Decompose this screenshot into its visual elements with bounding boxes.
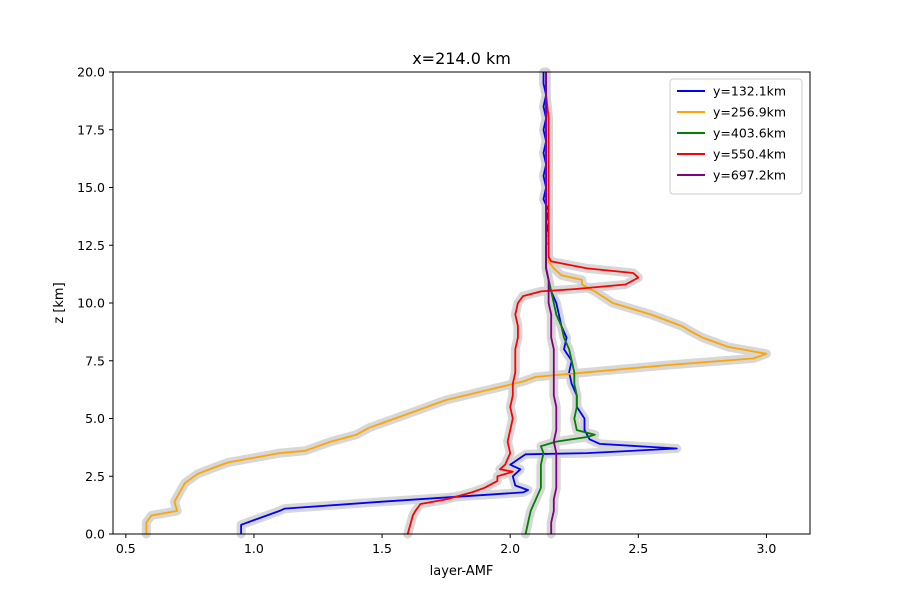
y-tick-label-9: 20.0 bbox=[77, 65, 105, 80]
series-line-5 bbox=[545, 72, 558, 534]
y-tick-label-7: 15.0 bbox=[77, 180, 105, 195]
plot-area bbox=[141, 67, 771, 539]
y-axis-label: z [km] bbox=[52, 282, 67, 323]
x-tick-label-1: 0.5 bbox=[116, 541, 136, 556]
chart-title: x=214.0 km bbox=[412, 49, 511, 68]
y-tick-label-3: 5.0 bbox=[85, 411, 105, 426]
legend-label-2: y=256.9km bbox=[713, 105, 786, 120]
y-tick-label-8: 17.5 bbox=[77, 122, 105, 137]
y-tick-label-1: 0.0 bbox=[85, 527, 105, 542]
x-tick-label-6: 3.0 bbox=[756, 541, 776, 556]
series-line-4 bbox=[406, 72, 640, 535]
y-tick-label-4: 7.5 bbox=[85, 353, 105, 368]
axes: 0.5 1.0 1.5 2.0 2.5 3.0 0.0 2.5 5.0 7.5 10.0 12.5 15… bbox=[77, 65, 811, 556]
x-tick-label-4: 2.0 bbox=[500, 541, 520, 556]
legend-label-1: y=132.1km bbox=[713, 84, 786, 99]
x-tick-label-2: 1.0 bbox=[244, 541, 264, 556]
legend-label-3: y=403.6km bbox=[713, 126, 786, 141]
y-tick-label-6: 12.5 bbox=[77, 238, 105, 253]
legend-label-5: y=697.2km bbox=[713, 168, 786, 183]
y-tick-label-5: 10.0 bbox=[77, 296, 105, 311]
legend-box bbox=[669, 78, 803, 195]
legend-label-4: y=550.4km bbox=[713, 147, 786, 162]
legend: y=132.1km y=256.9km y=403.6km y=550.4km y=69… bbox=[669, 78, 803, 195]
x-axis-label: layer-AMF bbox=[430, 564, 494, 579]
y-tick-label-2: 2.5 bbox=[85, 469, 105, 484]
x-tick-label-5: 2.5 bbox=[628, 541, 648, 556]
x-tick-label-3: 1.5 bbox=[372, 541, 392, 556]
